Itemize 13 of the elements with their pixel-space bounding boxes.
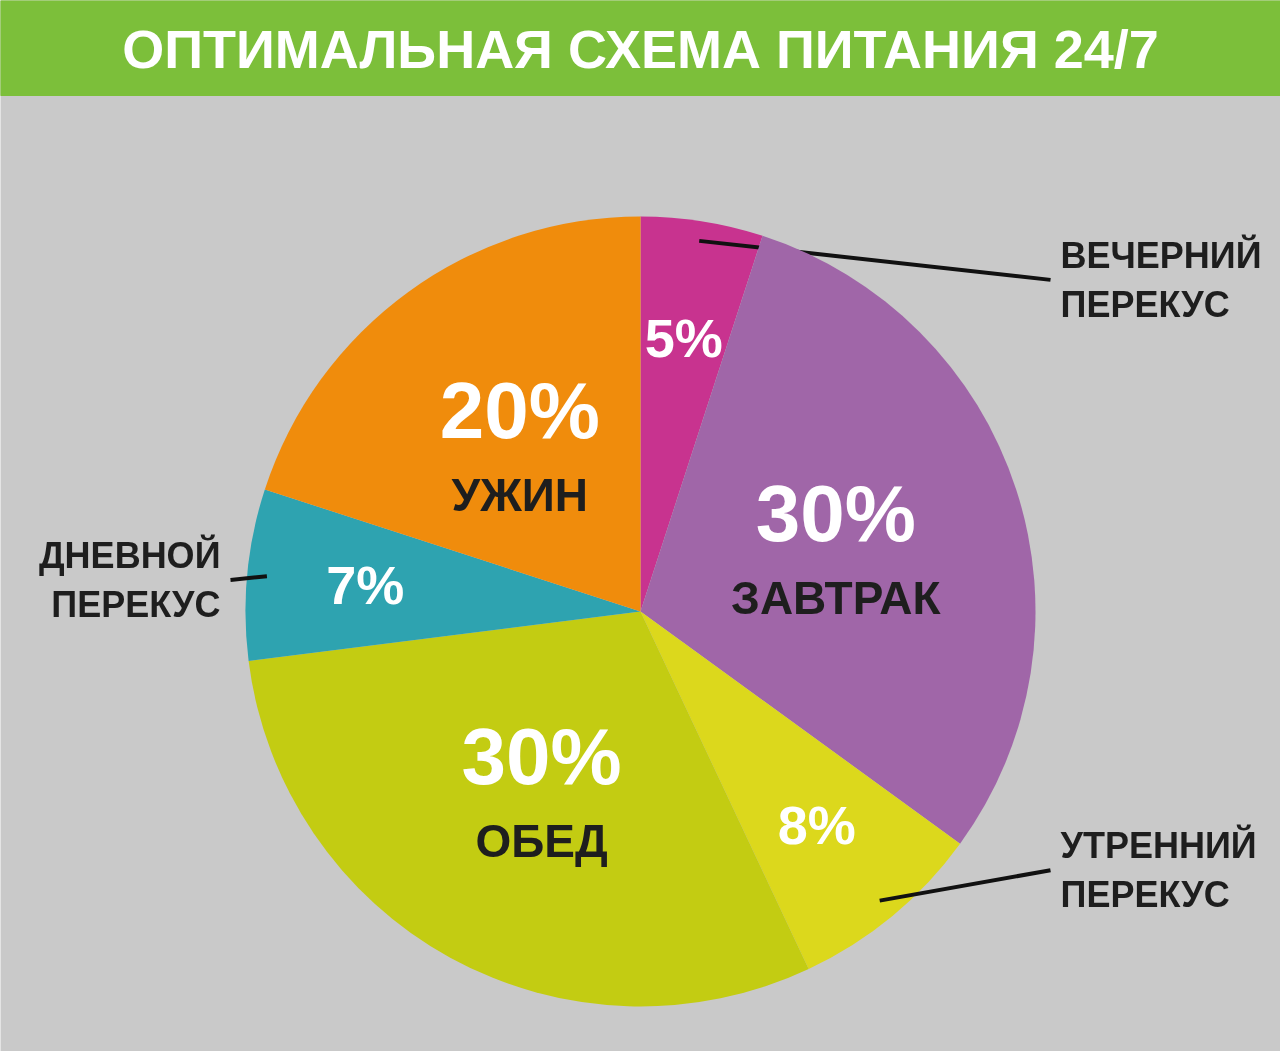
slice-label: ЗАВТРАК [731, 572, 942, 625]
data-label: 30% [461, 711, 622, 801]
data-label: 7% [326, 555, 405, 616]
data-label: 30% [755, 468, 916, 558]
slice-label: УТРЕННИЙ ПЕРЕКУС [1060, 824, 1257, 916]
slice-label: ВЕЧЕРНИЙ ПЕРЕКУС [1060, 233, 1262, 325]
data-label: 5% [644, 308, 723, 369]
data-label: 8% [777, 794, 856, 855]
slice-label: ОБЕД [475, 815, 608, 868]
chart-title: ОПТИМАЛЬНАЯ СХЕМА ПИТАНИЯ 24/7 [122, 18, 1159, 79]
data-label: 20% [439, 365, 600, 455]
slice-label: УЖИН [451, 469, 589, 522]
slice-label: ДНЕВНОЙ ПЕРЕКУС [38, 533, 221, 625]
